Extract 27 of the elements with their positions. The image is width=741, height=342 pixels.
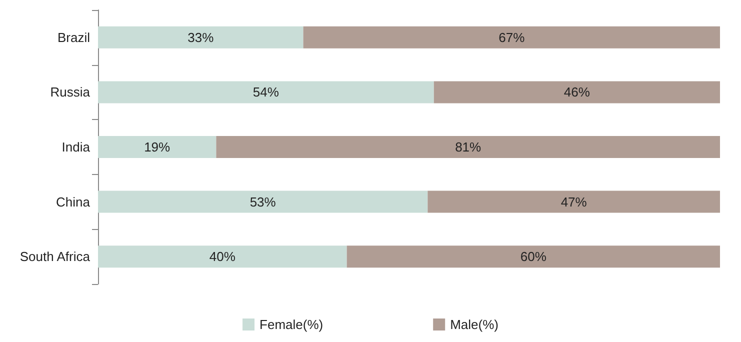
- legend-label: Male(%): [450, 317, 498, 332]
- bar: [98, 81, 434, 104]
- data-label: 54%: [252, 84, 280, 100]
- bar: [98, 136, 216, 158]
- legend-label: Female(%): [260, 317, 324, 332]
- y-tick-label: India: [62, 140, 91, 154]
- data-label: 53%: [250, 194, 276, 210]
- data-label: 81%: [455, 140, 482, 154]
- data-label: 46%: [564, 84, 590, 100]
- data-label: 40%: [209, 249, 236, 264]
- data-label: 33%: [188, 30, 214, 45]
- bar: [303, 26, 720, 48]
- bar: [434, 81, 720, 104]
- bar: [98, 246, 347, 268]
- data-label: 19%: [144, 140, 171, 154]
- y-tick-label: Russia: [50, 84, 91, 100]
- bar: [98, 190, 428, 213]
- bar: [216, 136, 720, 158]
- data-label: 67%: [498, 30, 526, 45]
- data-label: 47%: [560, 194, 588, 210]
- bar: [346, 246, 720, 268]
- bar: [428, 190, 720, 213]
- y-tick-label: Brazil: [57, 30, 90, 45]
- data-label: 60%: [520, 249, 547, 264]
- bar: [98, 26, 304, 48]
- y-tick-label: South Africa: [20, 249, 91, 264]
- y-tick-label: China: [56, 194, 91, 210]
